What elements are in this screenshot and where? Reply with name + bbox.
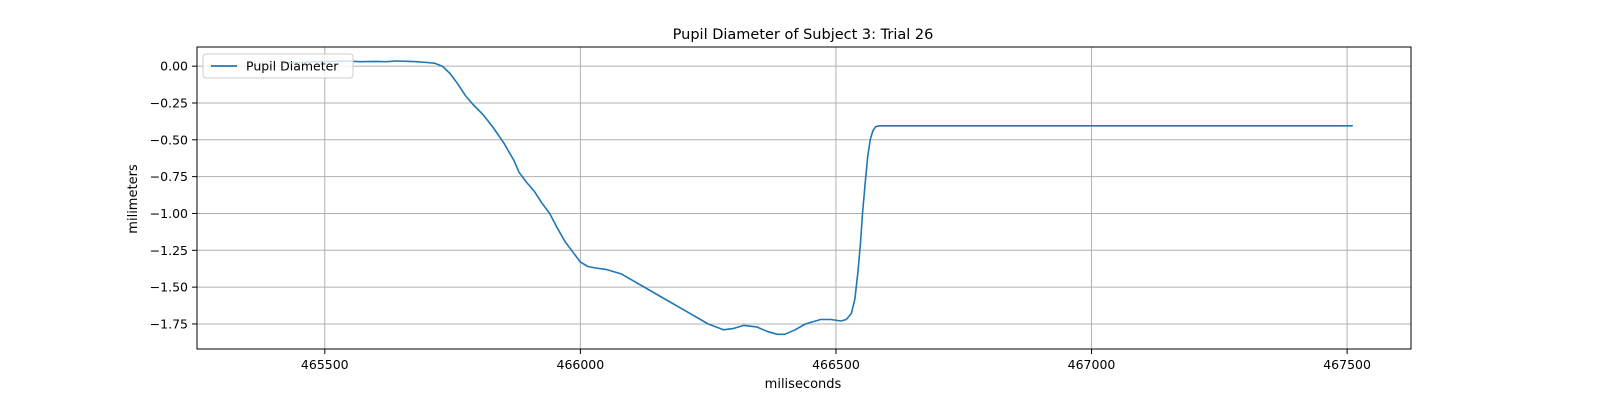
pupil-diameter-series-line	[283, 60, 1353, 336]
y-axis-label: milimeters	[126, 164, 141, 234]
grid	[197, 47, 1411, 349]
y-tick-label: −0.25	[150, 95, 188, 110]
y-tick-label: −1.25	[150, 243, 188, 258]
y-tick-label: −0.50	[150, 132, 188, 147]
x-tick-label: 467000	[1068, 357, 1116, 372]
y-tick-label: −1.75	[150, 316, 188, 331]
y-tick-label: −0.75	[150, 169, 188, 184]
x-tick-label: 466500	[812, 357, 860, 372]
plot-area-frame	[196, 46, 1412, 350]
x-axis-label: miliseconds	[765, 377, 842, 392]
x-tick-label: 466000	[557, 357, 605, 372]
legend-label: Pupil Diameter	[246, 59, 339, 74]
x-tick-label: 465500	[301, 357, 349, 372]
chart-title: Pupil Diameter of Subject 3: Trial 26	[673, 27, 934, 43]
y-tick-label: 0.00	[160, 59, 188, 74]
y-tick-label: −1.00	[150, 206, 188, 221]
legend-box	[202, 53, 354, 79]
x-tick-label: 467500	[1323, 357, 1371, 372]
y-axis-ticks: 0.00 −0.25 −0.50 −0.75 −1.00 −1.25 −1.50 −1.75	[150, 59, 197, 331]
y-tick-label: −1.50	[150, 280, 188, 295]
legend: Pupil Diameter	[202, 53, 354, 79]
x-axis-ticks: 465500 466000 466500 467000 467500	[301, 349, 1371, 372]
series-group	[283, 60, 1353, 336]
